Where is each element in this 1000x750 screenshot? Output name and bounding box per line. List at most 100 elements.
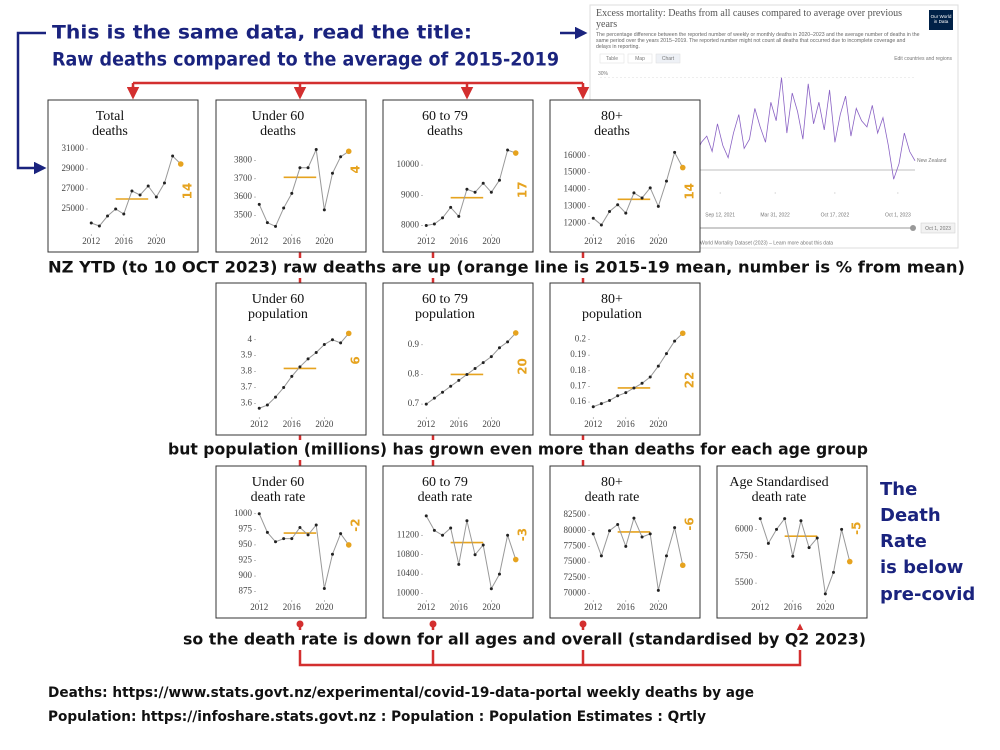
data-point	[424, 223, 428, 227]
edit-button[interactable]: Edit countries and regions	[894, 56, 952, 62]
chart-frame	[382, 99, 534, 253]
x-tick-label: 2016	[784, 602, 803, 612]
data-point	[465, 372, 469, 376]
chart-title: death rate	[752, 490, 807, 505]
logo	[929, 10, 953, 30]
y-tick-label: 10000	[397, 588, 420, 598]
data-point	[489, 190, 493, 194]
x-tick-label: 2016	[283, 236, 302, 246]
chart-title: deaths	[427, 124, 463, 139]
data-point	[656, 364, 660, 368]
data-point	[339, 532, 343, 536]
y-tick-label: 77500	[564, 540, 587, 550]
x-tick-label: 2012	[584, 236, 602, 246]
chart-frame	[215, 465, 367, 619]
y-tick-label: 3.6	[241, 398, 253, 408]
x-tick-label: 2012	[751, 602, 769, 612]
tab[interactable]	[655, 53, 681, 64]
x-tick-label: 2016	[283, 419, 302, 429]
y-tick-label: 29000	[62, 163, 85, 173]
caption: so the death rate is down for all ages a…	[183, 630, 866, 649]
chart-title: 80+	[601, 475, 623, 490]
y-tick-label: 3600	[234, 191, 253, 201]
data-point	[791, 554, 795, 558]
x-tick-label: 2012	[417, 602, 435, 612]
caption-bg	[166, 440, 870, 460]
data-point	[673, 339, 677, 343]
data-point	[473, 367, 477, 371]
data-point	[632, 386, 636, 390]
end-date-box	[920, 222, 956, 234]
y-tick-label: 3700	[234, 173, 253, 183]
data-line	[759, 517, 851, 596]
data-point	[449, 384, 453, 388]
x-tick-label: 2016	[617, 236, 636, 246]
data-point	[640, 196, 644, 200]
chart-frame	[215, 282, 367, 436]
data-point	[481, 543, 485, 547]
data-point	[114, 207, 118, 211]
y-tick-label: 900	[239, 570, 253, 580]
pin	[296, 620, 304, 628]
chart-title: deaths	[92, 124, 128, 139]
small-chart: 80+population 0.16 0.17 0.18 0.19 0.2 2012 2016…	[549, 282, 701, 436]
data-point	[298, 166, 302, 170]
chart-title: death rate	[418, 490, 473, 505]
data-point	[138, 193, 142, 197]
y-tick-label: 0.16	[570, 396, 586, 406]
x-tick-label: 2012	[417, 236, 435, 246]
y-tick-label: 10800	[397, 549, 420, 559]
header-line: Raw deaths compared to the average of 20…	[52, 49, 559, 71]
tab-label: Table	[606, 56, 618, 62]
owid-source: World Mortality Dataset (2023) – Learn m…	[700, 240, 833, 246]
connector-pins	[129, 86, 587, 628]
x-tick-label: 2020	[147, 236, 166, 246]
tab-label: Chart	[662, 56, 675, 62]
data-point	[449, 526, 453, 530]
pct-from-mean: 20	[516, 358, 530, 375]
x-tick-label: 2012	[584, 419, 602, 429]
data-point	[257, 202, 261, 206]
highlight-point	[512, 330, 519, 336]
y-tick-label: 975	[239, 523, 253, 533]
data-line	[91, 155, 182, 227]
chart-title: death rate	[251, 490, 306, 505]
chart-title: death rate	[585, 490, 640, 505]
data-point	[330, 552, 334, 556]
slider-handle[interactable]	[910, 225, 916, 231]
caption: NZ YTD (to 10 OCT 2023) raw deaths are u…	[48, 258, 965, 277]
data-point	[758, 517, 762, 521]
x-tick-label: 2020	[482, 602, 501, 612]
chart-frame	[716, 465, 868, 619]
tab[interactable]	[627, 53, 653, 64]
y-tick-label: 30%	[598, 71, 609, 77]
y-tick-label: 0.18	[570, 365, 586, 375]
side-note: Death	[880, 505, 941, 526]
data-point	[664, 352, 668, 356]
y-tick-label: 31000	[62, 143, 85, 153]
data-point	[457, 562, 461, 566]
data-point	[274, 395, 278, 399]
data-point	[257, 512, 261, 516]
chart-title: Under 60	[252, 292, 305, 307]
data-point	[265, 403, 269, 407]
chart-title: population	[582, 307, 642, 322]
highlight-point	[512, 150, 519, 156]
data-point	[432, 396, 436, 400]
x-tick-label: 2012	[250, 236, 268, 246]
data-point	[624, 544, 628, 548]
data-point	[274, 224, 278, 228]
data-point	[506, 340, 510, 344]
highlight-point	[679, 562, 686, 569]
y-tick-label: 0.19	[570, 349, 586, 359]
tab[interactable]	[599, 53, 625, 64]
source: Population: https://infoshare.stats.govt…	[48, 709, 706, 725]
x-tick-label: 2020	[816, 602, 835, 612]
data-point	[314, 350, 318, 354]
data-point	[497, 572, 501, 576]
data-point	[673, 150, 677, 154]
data-point	[306, 166, 310, 170]
